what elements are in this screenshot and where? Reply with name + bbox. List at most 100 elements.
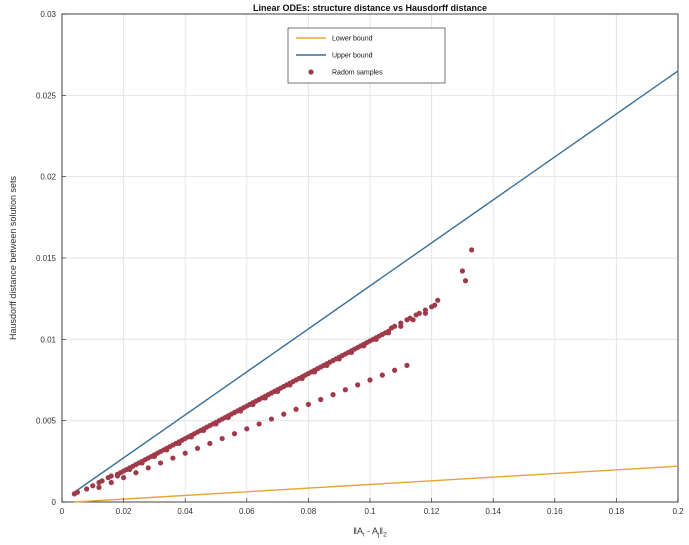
scatter-point [361, 343, 367, 349]
x-label-main: ‖A [353, 526, 363, 536]
scatter-point [139, 460, 145, 466]
scatter-point [287, 382, 293, 388]
scatter-point [127, 466, 133, 473]
scatter-point [348, 349, 355, 355]
scatter-point [435, 297, 441, 303]
scatter-point [324, 362, 330, 368]
y-tick-label: 0.03 [40, 10, 56, 19]
scatter-point [305, 401, 311, 407]
series-line-upper-bound [73, 70, 679, 493]
scatter-point [188, 434, 194, 440]
x-label-sub-j: j [377, 532, 379, 539]
y-tick-label: 0.015 [36, 254, 57, 263]
x-tick-label: 0.1 [364, 507, 376, 516]
scatter-point [90, 483, 96, 489]
scatter-point [114, 473, 121, 479]
scatter-point [373, 336, 379, 342]
scatter-point [299, 375, 305, 381]
x-tick-label: 0.02 [116, 507, 132, 516]
scatter-point [392, 367, 398, 373]
y-axis-label: Hausdorff distance between solution sets [8, 176, 18, 340]
scatter-point [367, 377, 373, 383]
scatter-point [410, 317, 416, 323]
scatter-point [462, 278, 469, 284]
scatter-point [207, 440, 213, 447]
scatter-point [330, 392, 336, 398]
scatter-point [336, 356, 342, 362]
legend-swatch-radom-samples [308, 69, 314, 75]
scatter-point [170, 455, 176, 461]
scatter-point [74, 489, 80, 495]
scatter-point [213, 421, 219, 427]
x-label-mid: - A [364, 526, 378, 536]
scatter-point [151, 453, 157, 460]
scatter-point [275, 388, 281, 394]
scatter-point [250, 401, 256, 407]
y-tick-label: 0.02 [40, 173, 56, 182]
x-tick-label: 0.18 [609, 507, 625, 516]
scatter-point [108, 479, 114, 486]
x-tick-label: 0.2 [672, 507, 684, 516]
scatter-point [256, 421, 262, 427]
scatter-point [244, 426, 250, 432]
y-tick-label: 0 [52, 498, 57, 507]
scatter-point [262, 395, 268, 401]
scatter-point [416, 310, 422, 316]
scatter-point [96, 484, 102, 490]
grid [61, 13, 679, 503]
scatter-point [459, 268, 465, 274]
tick-labels: 0 0.02 0.04 0.06 0.08 0.1 0.12 0.14 0.16 0.18 0.2 0… [36, 10, 684, 516]
series-layer [71, 70, 679, 503]
series-line-lower-bound [74, 465, 679, 503]
scatter-point [379, 372, 385, 378]
scatter-point [342, 387, 348, 393]
scatter-point [121, 475, 127, 481]
scatter-point [164, 447, 170, 453]
scatter-point [404, 362, 410, 368]
scatter-point [145, 465, 151, 471]
scatter-point [268, 416, 275, 422]
scatter-point [157, 460, 164, 466]
x-tick-label: 0.08 [301, 507, 317, 516]
x-tick-label: 0 [60, 507, 65, 516]
y-tick-label: 0.01 [40, 335, 56, 344]
x-tick-label: 0.16 [547, 507, 563, 516]
legend: Lower bound Upper bound Radom samples [287, 27, 446, 84]
scatter-point [293, 406, 299, 412]
scatter-point [219, 435, 225, 442]
scatter-point [84, 486, 90, 492]
x-tick-label: 0.12 [424, 507, 440, 516]
legend-label-upper-bound: Upper bound [332, 53, 373, 60]
scatter-point [422, 310, 429, 316]
x-tick-label: 0.06 [239, 507, 255, 516]
scatter-point [469, 247, 475, 253]
scatter-point [281, 411, 287, 417]
x-axis-label: ‖Ai - Aj‖2 [353, 526, 387, 539]
scatter-point [398, 323, 404, 329]
scatter-point [176, 440, 182, 447]
scatter-point [182, 450, 188, 456]
y-tick-label: 0.005 [36, 417, 57, 426]
scatter-point [392, 323, 398, 329]
legend-label-lower-bound: Lower bound [332, 36, 373, 43]
scatter-point [385, 330, 392, 336]
scatter-point [194, 445, 201, 451]
scatter-point [108, 473, 114, 479]
x-label-sub-i: i [363, 532, 364, 539]
scatter-point [133, 470, 139, 476]
legend-label-radom-samples: Radom samples [332, 70, 383, 77]
scatter-point [225, 414, 231, 421]
x-label-sub-2: 2 [383, 532, 387, 539]
x-tick-label: 0.14 [485, 507, 501, 516]
scatter-point [432, 302, 438, 308]
scatter-point [238, 408, 244, 414]
scatter-point [318, 396, 324, 403]
scatter-point [311, 369, 318, 375]
scatter-point [355, 382, 361, 388]
x-tick-label: 0.04 [177, 507, 193, 516]
scatter-point [99, 478, 105, 484]
chart-title: Linear ODEs: structure distance vs Hausd… [253, 3, 487, 13]
y-tick-label: 0.025 [36, 91, 57, 100]
scatter-point [201, 427, 207, 434]
